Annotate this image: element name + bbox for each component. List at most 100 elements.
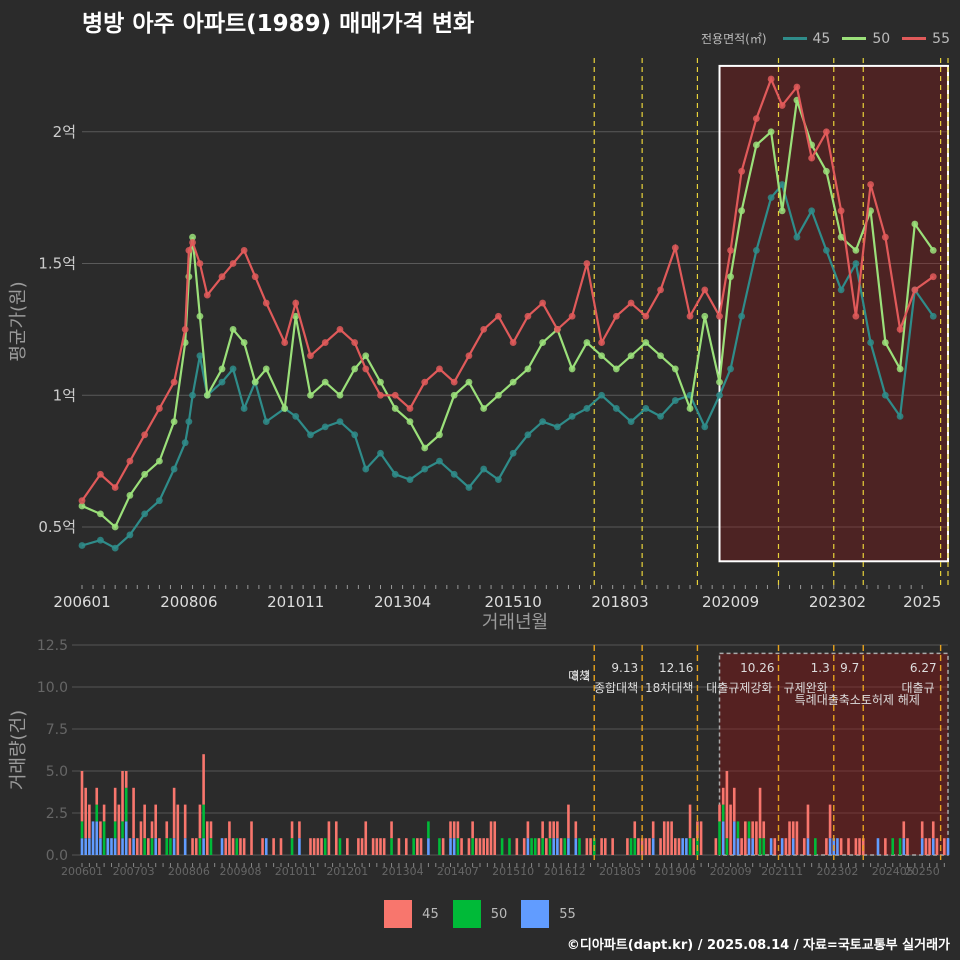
data-point-45 bbox=[336, 418, 344, 426]
x-tick-label: 202302 bbox=[809, 593, 866, 611]
data-point-55 bbox=[867, 181, 875, 188]
volume-bar bbox=[688, 838, 692, 855]
data-point-55 bbox=[808, 154, 816, 162]
volume-bar bbox=[729, 804, 732, 855]
data-point-55 bbox=[701, 286, 709, 294]
chart-title: 병방 아주 아파트(1989) 매매가격 변화 bbox=[82, 11, 475, 37]
data-point-55 bbox=[881, 233, 889, 241]
volume-bar bbox=[626, 838, 629, 855]
volume-bar bbox=[150, 821, 154, 839]
volume-bar bbox=[338, 838, 342, 855]
volume-bar bbox=[718, 804, 721, 822]
volume-bar bbox=[500, 838, 504, 855]
policy-event-label: 대출규 bbox=[902, 681, 935, 695]
data-point-50 bbox=[612, 365, 620, 373]
volume-bar bbox=[471, 838, 474, 855]
volume-bar bbox=[452, 821, 456, 839]
data-point-55 bbox=[307, 352, 314, 360]
volume-bar bbox=[135, 838, 139, 855]
data-point-55 bbox=[752, 115, 760, 123]
volume-bar bbox=[806, 804, 810, 839]
volume-bar bbox=[758, 838, 762, 855]
data-point-50 bbox=[598, 352, 605, 360]
volume-bar bbox=[412, 838, 415, 855]
volume-bar bbox=[312, 838, 316, 855]
data-point-55 bbox=[218, 273, 226, 281]
data-point-50 bbox=[218, 365, 226, 373]
data-point-50 bbox=[262, 365, 270, 373]
volume-bar bbox=[84, 838, 87, 855]
volume-bar bbox=[357, 838, 360, 855]
volume-bar bbox=[132, 838, 135, 855]
volume-bar bbox=[88, 804, 91, 839]
data-point-45 bbox=[170, 465, 178, 473]
data-point-55 bbox=[181, 326, 189, 333]
data-point-45 bbox=[539, 418, 547, 426]
volume-bar bbox=[548, 838, 552, 855]
legend-swatch-45 bbox=[782, 37, 807, 40]
data-point-55 bbox=[189, 239, 196, 246]
volume-bar bbox=[898, 838, 902, 855]
volume-bar bbox=[788, 821, 791, 855]
volume-bar bbox=[825, 838, 828, 855]
data-point-55 bbox=[436, 365, 443, 373]
volume-bar bbox=[699, 821, 703, 855]
data-point-55 bbox=[778, 102, 786, 109]
volume-bar bbox=[467, 838, 471, 855]
data-point-45 bbox=[598, 391, 605, 399]
bar-x-tick-label: 202009 bbox=[710, 865, 752, 878]
volume-bar bbox=[648, 838, 651, 855]
data-point-55 bbox=[495, 312, 502, 320]
data-point-50 bbox=[767, 128, 775, 136]
data-point-45 bbox=[307, 431, 314, 439]
volume-bar bbox=[828, 804, 832, 839]
volume-bar bbox=[637, 838, 640, 855]
bar-x-tick-label: 202302 bbox=[816, 865, 858, 878]
volume-bar bbox=[891, 838, 895, 855]
volume-bar bbox=[902, 821, 906, 839]
volume-bar bbox=[920, 821, 924, 839]
bar-x-tick-label: 201803 bbox=[599, 865, 641, 878]
data-point-55 bbox=[97, 470, 104, 478]
volume-bar bbox=[725, 838, 729, 855]
volume-bar bbox=[121, 771, 124, 822]
data-point-50 bbox=[141, 470, 149, 478]
volume-bar bbox=[791, 821, 795, 839]
data-point-55 bbox=[627, 299, 635, 307]
policy-event-date: 6.27 bbox=[910, 661, 937, 675]
data-point-55 bbox=[539, 299, 547, 307]
data-point-50 bbox=[716, 378, 723, 386]
volume-bar bbox=[202, 804, 205, 839]
data-point-50 bbox=[480, 405, 488, 412]
data-point-45 bbox=[391, 470, 399, 478]
volume-bar bbox=[530, 838, 533, 855]
volume-bar bbox=[202, 838, 205, 855]
data-point-50 bbox=[727, 273, 734, 281]
data-point-45 bbox=[351, 431, 359, 439]
volume-bar bbox=[548, 821, 552, 839]
data-point-55 bbox=[837, 207, 845, 215]
bar-legend-item-50: 50 bbox=[452, 900, 507, 928]
data-point-55 bbox=[362, 365, 370, 373]
volume-bar bbox=[858, 838, 861, 855]
volume-bar bbox=[360, 838, 364, 855]
volume-bar bbox=[567, 804, 570, 839]
data-point-55 bbox=[203, 291, 211, 299]
data-point-45 bbox=[568, 412, 576, 420]
data-point-50 bbox=[78, 502, 86, 510]
data-point-45 bbox=[436, 457, 443, 465]
volume-bar bbox=[603, 838, 607, 855]
volume-bar bbox=[784, 838, 788, 855]
volume-bar bbox=[371, 838, 375, 855]
volume-bar bbox=[290, 821, 294, 839]
volume-bar bbox=[563, 838, 567, 855]
data-point-45 bbox=[657, 412, 664, 420]
data-point-55 bbox=[568, 312, 576, 320]
volume-bar bbox=[452, 838, 456, 855]
data-point-55 bbox=[793, 83, 801, 91]
volume-bar bbox=[931, 821, 935, 839]
volume-bar bbox=[685, 838, 688, 855]
volume-bar bbox=[427, 821, 430, 839]
volume-bar bbox=[117, 804, 121, 855]
data-point-45 bbox=[553, 423, 561, 431]
